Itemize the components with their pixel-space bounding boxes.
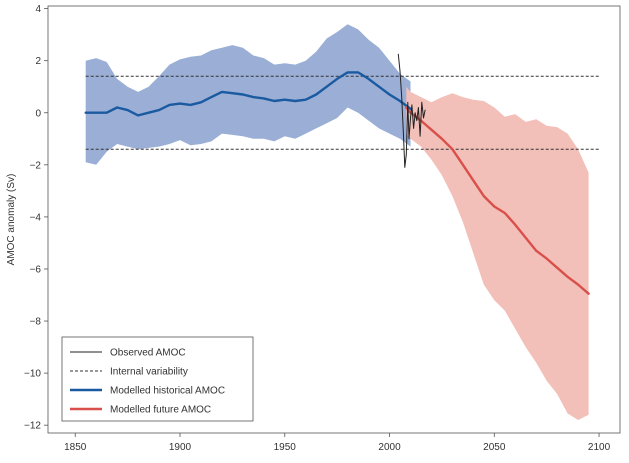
legend-label-modelled-historical-amoc: Modelled historical AMOC bbox=[110, 386, 225, 397]
x-tick-label: 2000 bbox=[378, 442, 401, 453]
y-tick-label: −8 bbox=[30, 317, 42, 328]
x-tick-label: 2050 bbox=[483, 442, 506, 453]
y-axis-label: AMOC anomaly (Sv) bbox=[6, 174, 17, 266]
y-tick-label: −10 bbox=[24, 369, 41, 380]
modelled-future-amoc-line bbox=[405, 106, 590, 295]
legend-label-internal-variability: Internal variability bbox=[110, 367, 188, 378]
uncertainty-bands bbox=[85, 24, 589, 420]
y-tick-label: −4 bbox=[30, 212, 42, 223]
observed-amoc-line bbox=[397, 53, 426, 168]
legend-box bbox=[61, 336, 254, 422]
modelled-historical-amoc-band bbox=[85, 24, 411, 165]
modelled-future-amoc-band bbox=[406, 86, 589, 420]
legend: Observed AMOC Internal variability Modelle… bbox=[61, 336, 254, 422]
y-tick-label: 0 bbox=[35, 108, 41, 119]
x-tick-label: 1900 bbox=[169, 442, 192, 453]
y-tick-label: −6 bbox=[30, 264, 42, 275]
y-tick-label: 4 bbox=[35, 4, 41, 15]
y-tick-label: 2 bbox=[35, 56, 41, 67]
plot-frame bbox=[47, 5, 621, 434]
y-tick-label: −12 bbox=[24, 421, 41, 432]
legend-label-observed-amoc: Observed AMOC bbox=[110, 348, 186, 359]
modelled-historical-amoc-line bbox=[84, 71, 412, 117]
y-tick-label: −2 bbox=[30, 160, 42, 171]
series-lines bbox=[84, 53, 590, 295]
x-tick-label: 2100 bbox=[588, 442, 611, 453]
x-tick-label: 1850 bbox=[64, 442, 87, 453]
axes: 4 2 0 −2 −4 −6 −8 −10 −12 1850 1900 1950 2000 2050 210… bbox=[24, 4, 621, 453]
x-tick-label: 1950 bbox=[274, 442, 297, 453]
legend-label-modelled-future-amoc: Modelled future AMOC bbox=[110, 405, 211, 416]
